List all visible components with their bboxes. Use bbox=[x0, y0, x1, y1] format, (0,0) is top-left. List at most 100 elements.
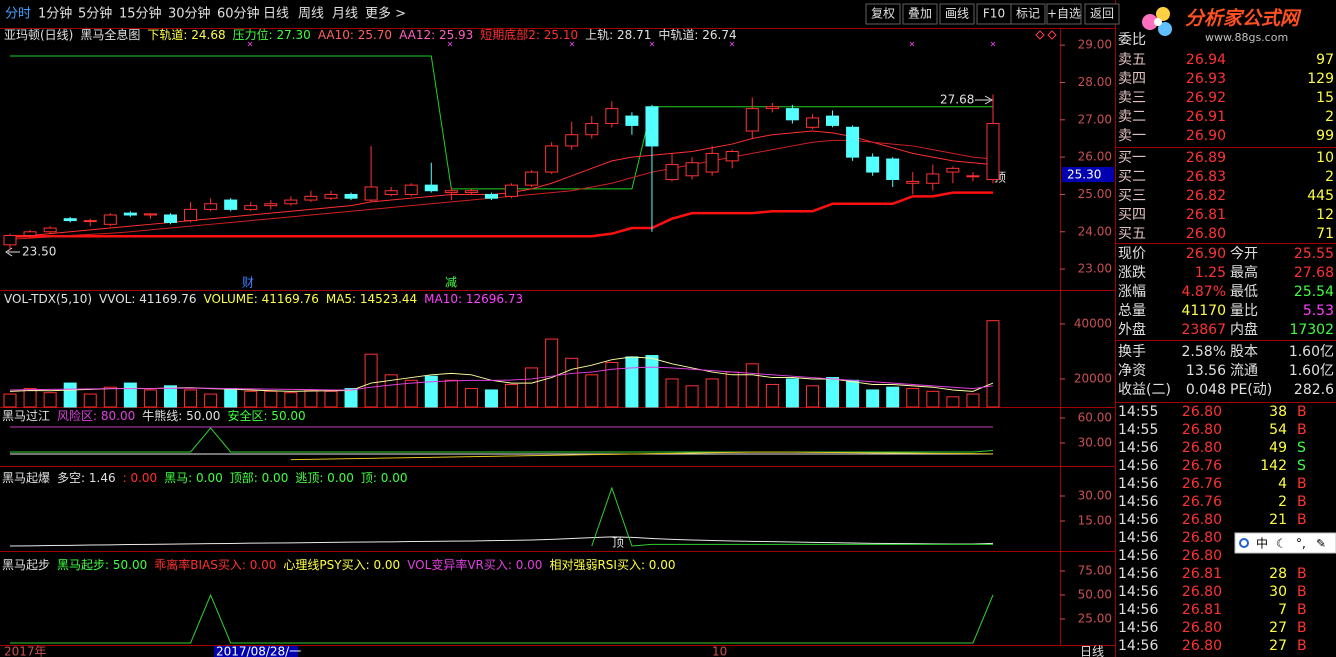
header-item: MA10: 12696.73 bbox=[424, 292, 523, 306]
trade-price: 26.80 bbox=[1182, 440, 1222, 456]
header-item: 短期底部2: 25.10 bbox=[480, 27, 578, 42]
stat-value: 2.58% bbox=[1182, 344, 1226, 360]
toolbar-button[interactable] bbox=[939, 3, 975, 25]
toolbar-button-label[interactable]: 返回 bbox=[1090, 7, 1114, 21]
header-item: 中轨道: 26.74 bbox=[658, 27, 736, 42]
book-price: 26.92 bbox=[1186, 90, 1226, 106]
volume-bar bbox=[505, 383, 519, 408]
trade-side: B bbox=[1297, 422, 1307, 438]
ime-item[interactable]: ✎ bbox=[1316, 537, 1326, 551]
candle-body bbox=[866, 156, 880, 173]
cursor-date-box bbox=[214, 646, 298, 657]
volume-bar bbox=[705, 378, 719, 408]
header-item: 下轨道: 24.68 bbox=[147, 28, 225, 42]
header-item: 心理线PSY买入: 0.00 bbox=[283, 558, 400, 572]
stat-value: 5.53 bbox=[1303, 303, 1334, 319]
toolbar-button-label[interactable]: 叠加 bbox=[908, 7, 932, 21]
volume-bar bbox=[946, 396, 960, 408]
trade-side: B bbox=[1297, 566, 1307, 582]
indicator-line bbox=[290, 451, 994, 461]
toolbar-tab[interactable]: 15分钟 bbox=[119, 6, 162, 22]
indicator-line bbox=[9, 536, 994, 547]
toolbar-button-label[interactable]: F10 bbox=[983, 7, 1005, 21]
panel-icons[interactable] bbox=[1035, 30, 1057, 40]
header-item: 上轨: 28.71 bbox=[585, 28, 651, 42]
signal-marker bbox=[649, 41, 655, 47]
ime-icon bbox=[1239, 538, 1249, 548]
ime-bar bbox=[1234, 532, 1336, 554]
header-item: 黑马起步: 50.00 bbox=[57, 558, 147, 572]
toolbar-tab[interactable]: 月线 bbox=[332, 7, 358, 22]
toolbar-tab[interactable]: 5分钟 bbox=[78, 6, 112, 22]
candle-body bbox=[103, 214, 117, 225]
volume-bar bbox=[585, 374, 599, 408]
book-price: 26.80 bbox=[1186, 226, 1226, 242]
toolbar-button-label[interactable]: 复权 bbox=[871, 7, 895, 21]
candle-body bbox=[304, 195, 318, 201]
header-item: 顶: 0.00 bbox=[361, 471, 408, 485]
volume-bar bbox=[966, 393, 980, 408]
candle-body bbox=[805, 117, 819, 128]
indicator-line bbox=[10, 593, 994, 644]
candle-body bbox=[63, 218, 77, 222]
stat-value: 1.25 bbox=[1195, 265, 1226, 281]
toolbar-tab[interactable]: 1分钟 bbox=[38, 6, 72, 22]
toolbar-tab[interactable]: 30分钟 bbox=[168, 6, 211, 22]
toolbar-button[interactable] bbox=[1046, 3, 1082, 25]
volume-bar bbox=[525, 367, 539, 408]
toolbar-button[interactable] bbox=[1084, 3, 1120, 25]
trade-volume: 38 bbox=[1269, 404, 1287, 420]
toolbar-button[interactable] bbox=[865, 3, 901, 25]
header-item: 黑马过江 bbox=[2, 409, 50, 423]
candle-body bbox=[324, 193, 338, 199]
book-volume: 2 bbox=[1325, 169, 1334, 185]
indicator-line bbox=[9, 366, 994, 391]
toolbar-tab[interactable]: 日线 bbox=[263, 7, 289, 22]
header-item: 牛熊线: 50.00 bbox=[142, 408, 220, 423]
header-item: 风险区: 80.00 bbox=[57, 408, 135, 423]
book-volume: 129 bbox=[1307, 71, 1334, 87]
trade-price: 26.80 bbox=[1182, 512, 1222, 528]
toolbar-tab[interactable]: 周线 bbox=[298, 7, 324, 22]
ime-item[interactable]: °, bbox=[1296, 537, 1306, 551]
volume-bar bbox=[384, 374, 398, 408]
header-item: 安全区: 50.00 bbox=[227, 408, 305, 423]
book-price: 26.91 bbox=[1186, 109, 1226, 125]
book-volume: 15 bbox=[1316, 90, 1334, 106]
trade-side: S bbox=[1297, 458, 1306, 474]
candle-body bbox=[364, 186, 378, 201]
candle-body bbox=[665, 164, 679, 181]
toolbar-button-label[interactable]: +自选 bbox=[1047, 7, 1081, 21]
stat-value: 1.60亿 bbox=[1289, 363, 1334, 379]
book-volume: 97 bbox=[1316, 52, 1334, 68]
toolbar-button[interactable] bbox=[902, 3, 938, 25]
toolbar-tab[interactable]: 分时 bbox=[5, 7, 31, 22]
y-tick-label: 50.00 bbox=[1078, 587, 1112, 601]
header-item: 多空: 1.46 bbox=[57, 471, 116, 485]
candle-body bbox=[23, 231, 37, 237]
toolbar-button-label[interactable]: 画线 bbox=[945, 7, 969, 21]
stat-label: 涨幅 bbox=[1118, 284, 1146, 300]
toolbar-tab[interactable]: 60分钟 bbox=[217, 6, 260, 22]
trade-side: B bbox=[1297, 620, 1307, 636]
toolbar-tab[interactable]: 更多 > bbox=[365, 6, 406, 22]
stat-value: 1.60亿 bbox=[1289, 344, 1334, 360]
volume-bar bbox=[304, 389, 318, 408]
trade-side: B bbox=[1297, 476, 1307, 492]
trade-volume: 30 bbox=[1269, 584, 1287, 600]
toolbar-button-label[interactable]: 标记 bbox=[1016, 7, 1040, 21]
stat-label: 内盘 bbox=[1230, 321, 1258, 338]
candle-body bbox=[384, 190, 398, 195]
volume-bar bbox=[785, 378, 799, 408]
ime-item[interactable]: 中 bbox=[1256, 536, 1268, 551]
toolbar-button[interactable] bbox=[1010, 3, 1046, 25]
ime-item[interactable]: ☾ bbox=[1276, 537, 1287, 551]
stat-value: 27.68 bbox=[1294, 265, 1334, 281]
top-mark: 顶 bbox=[612, 536, 624, 550]
book-volume: 2 bbox=[1325, 109, 1334, 125]
candle-body bbox=[464, 190, 478, 194]
header-item: AA10: 25.70 bbox=[318, 28, 392, 42]
book-label: 买三 bbox=[1118, 188, 1146, 204]
candle-body bbox=[244, 205, 258, 210]
